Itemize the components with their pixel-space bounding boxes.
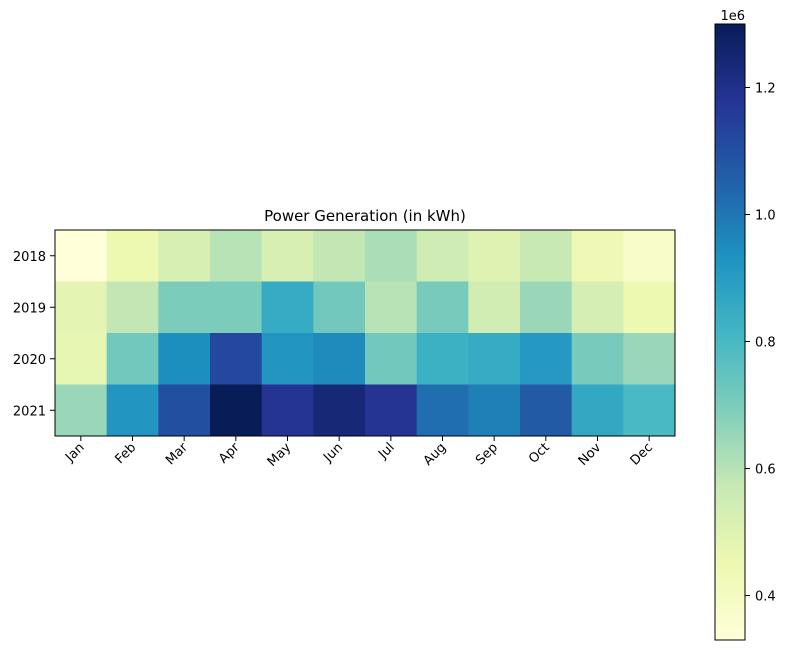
heatmap-cell <box>210 230 263 282</box>
x-tick-label: May <box>265 440 295 470</box>
heatmap-cell <box>313 230 366 282</box>
heatmap-cell <box>55 281 108 334</box>
colorbar-tick-label: 1.2 <box>755 82 776 97</box>
heatmap-cell <box>623 333 676 385</box>
y-tick-label: 2021 <box>13 404 46 419</box>
x-tick-label: Apr <box>216 440 243 467</box>
heatmap-cell <box>416 384 469 437</box>
heatmap-cell <box>106 230 159 282</box>
heatmap-cell <box>261 281 314 334</box>
chart-title: Power Generation (in kWh) <box>264 207 466 225</box>
heatmap-cell <box>520 281 573 334</box>
heatmap-cell <box>365 230 418 282</box>
x-tick-label: Sep <box>473 440 501 468</box>
heatmap-cell <box>365 281 418 334</box>
heatmap-cell <box>623 230 676 282</box>
x-tick-label: Aug <box>421 440 450 469</box>
heatmap-cell <box>261 333 314 385</box>
heatmap-cell <box>106 384 159 437</box>
x-tick-label: Nov <box>576 440 605 469</box>
heatmap-cell <box>210 281 263 334</box>
x-axis-ticks: Jan Feb Mar Apr May Jun Jul Aug Sep Oct Nov Dec <box>62 436 656 470</box>
y-tick-label: 2020 <box>13 353 46 368</box>
plot-frame <box>54 229 676 437</box>
heatmap-cell <box>55 230 108 282</box>
heatmap-cell <box>571 384 624 437</box>
heatmap-cell <box>520 333 573 385</box>
y-tick-label: 2018 <box>13 250 46 265</box>
x-tick-label: Jun <box>320 440 346 466</box>
heatmap-cell <box>313 281 366 334</box>
heatmap-cell <box>158 230 211 282</box>
heatmap-cell <box>416 281 469 334</box>
x-tick-label: Feb <box>112 440 139 467</box>
heatmap-cell <box>158 384 211 437</box>
heatmap-cell <box>313 333 366 385</box>
x-tick-label: Oct <box>526 440 553 467</box>
heatmap-cell <box>313 384 366 437</box>
heatmap-cell <box>416 333 469 385</box>
heatmap-cell <box>365 384 418 437</box>
heatmap-cell <box>210 384 263 437</box>
heatmap-cell <box>158 281 211 334</box>
heatmap-cell <box>158 333 211 385</box>
y-tick-label: 2019 <box>13 301 46 316</box>
heatmap-cell <box>623 384 676 437</box>
colorbar-tick-label: 1.0 <box>755 209 776 224</box>
x-tick-label: Mar <box>163 440 191 468</box>
heatmap-cell <box>468 333 521 385</box>
y-axis-ticks: 2018 2019 2020 2021 <box>13 250 55 419</box>
heatmap-cell <box>106 281 159 334</box>
heatmap-cell <box>416 230 469 282</box>
colorbar-tick-label: 0.4 <box>755 590 776 605</box>
heatmap-cell <box>468 281 521 334</box>
colorbar-tick-label: 0.6 <box>755 463 776 478</box>
colorbar-offset-label: 1e6 <box>720 9 745 24</box>
heatmap-cell <box>520 230 573 282</box>
colorbar <box>714 23 746 641</box>
heatmap-cell <box>571 333 624 385</box>
heatmap-cell <box>468 230 521 282</box>
heatmap-cell <box>261 384 314 437</box>
heatmap-cells <box>55 230 676 437</box>
heatmap-cell <box>365 333 418 385</box>
x-tick-label: Jan <box>62 440 87 465</box>
heatmap-cell <box>520 384 573 437</box>
heatmap-cell <box>55 333 108 385</box>
heatmap-cell <box>106 333 159 385</box>
heatmap-cell <box>261 230 314 282</box>
colorbar-tick-label: 0.8 <box>755 336 776 351</box>
x-tick-label: Jul <box>375 440 397 462</box>
heatmap-cell <box>210 333 263 385</box>
heatmap-cell <box>468 384 521 437</box>
heatmap-cell <box>571 281 624 334</box>
colorbar-ticks: 0.4 0.6 0.8 1.0 1.2 <box>745 82 776 605</box>
heatmap-cell <box>571 230 624 282</box>
x-tick-label: Dec <box>628 440 656 468</box>
heatmap-cell <box>55 384 108 437</box>
heatmap-cell <box>623 281 676 334</box>
